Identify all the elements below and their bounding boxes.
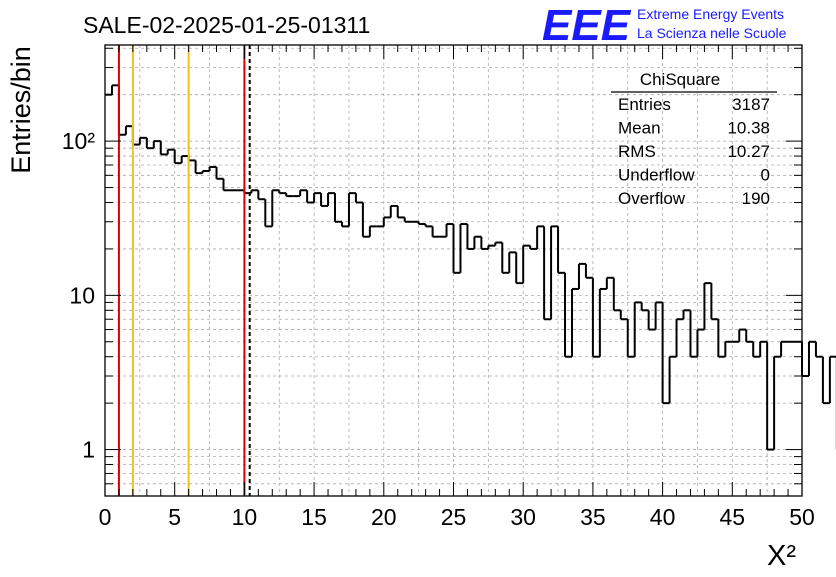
stats-row-label: Entries bbox=[618, 95, 671, 114]
stats-row-value: 0 bbox=[761, 166, 770, 185]
eee-logo-line2: La Scienza nelle Scuole bbox=[637, 25, 787, 41]
chart-title: SALE-02-2025-01-25-01311 bbox=[83, 12, 370, 38]
eee-logo: EEE Extreme Energy Events La Scienza nel… bbox=[542, 1, 787, 50]
y-tick-label: 1 bbox=[82, 437, 95, 463]
stats-row-value: 3187 bbox=[732, 95, 770, 114]
x-tick-label: 20 bbox=[371, 504, 397, 530]
stats-row-value: 10.38 bbox=[727, 119, 770, 138]
x-tick-label: 5 bbox=[168, 504, 181, 530]
x-tick-label: 25 bbox=[441, 504, 467, 530]
x-tick-label: 30 bbox=[510, 504, 536, 530]
eee-logo-mark: EEE bbox=[542, 1, 632, 50]
stats-row-label: Mean bbox=[618, 119, 661, 138]
x-axis-label: X² bbox=[767, 540, 796, 572]
y-tick-label: 10² bbox=[62, 128, 96, 154]
stats-row-value: 10.27 bbox=[727, 142, 770, 161]
x-tick-label: 35 bbox=[580, 504, 606, 530]
stats-box-name: ChiSquare bbox=[640, 70, 720, 89]
eee-logo-line1: Extreme Energy Events bbox=[637, 6, 784, 22]
x-tick-label: 10 bbox=[232, 504, 258, 530]
x-tick-label: 45 bbox=[720, 504, 746, 530]
stats-row-value: 190 bbox=[742, 189, 770, 208]
stats-box-rows: Entries 3187 Mean 10.38 RMS 10.27 Underflow 0 Ov… bbox=[618, 95, 770, 208]
y-tick-label: 10 bbox=[69, 282, 95, 308]
marker-lines bbox=[117, 45, 251, 496]
stats-row-label: Overflow bbox=[618, 189, 686, 208]
y-axis-label: Entries/bin bbox=[6, 46, 36, 174]
x-tick-label: 15 bbox=[301, 504, 327, 530]
x-tick-label: 40 bbox=[650, 504, 676, 530]
stats-row-label: Underflow bbox=[618, 166, 695, 185]
stats-row-label: RMS bbox=[618, 142, 656, 161]
histogram-bars bbox=[105, 84, 836, 451]
axis-ticks: 0 5 10 15 20 25 30 35 40 45 50 1 10 10² bbox=[62, 45, 815, 530]
stats-box: ChiSquare Entries 3187 Mean 10.38 RMS 10.27 Un… bbox=[611, 70, 777, 208]
x-tick-label: 0 bbox=[99, 504, 112, 530]
grid bbox=[104, 45, 803, 496]
x-tick-label: 50 bbox=[789, 504, 815, 530]
